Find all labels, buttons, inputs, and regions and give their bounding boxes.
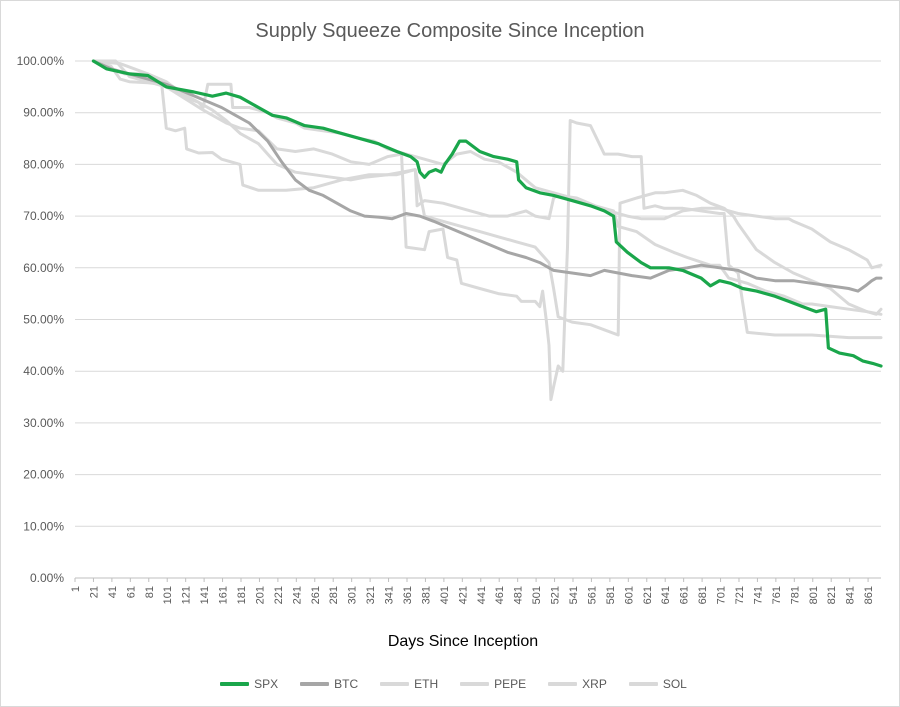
x-tick-label: 741 <box>752 586 764 604</box>
y-tick-label: 80.00% <box>23 157 64 171</box>
legend-item-btc: BTC <box>300 677 358 691</box>
x-tick-label: 61 <box>125 586 137 598</box>
x-tick-label: 161 <box>218 586 230 604</box>
x-tick-label: 801 <box>808 586 820 604</box>
x-tick-label: 41 <box>107 586 119 598</box>
legend-swatch <box>460 682 490 686</box>
x-tick-label: 121 <box>181 586 193 604</box>
legend: SPX BTC ETH PEPE XRP SOL <box>1 677 900 691</box>
x-tick-label: 21 <box>88 586 100 598</box>
legend-item-eth: ETH <box>380 677 438 691</box>
legend-label: SOL <box>662 677 687 691</box>
series-line-btc <box>91 59 883 293</box>
x-tick-label: 261 <box>310 586 322 604</box>
x-tick-label: 341 <box>384 586 396 604</box>
series-line-spx <box>91 59 883 368</box>
legend-label: SPX <box>254 677 279 691</box>
x-tick-label: 401 <box>439 586 451 604</box>
x-tick-label: 361 <box>402 586 414 604</box>
x-tick-label: 781 <box>789 586 801 604</box>
legend-swatch <box>628 682 658 686</box>
y-tick-label: 90.00% <box>23 106 64 120</box>
y-tick-label: 30.00% <box>23 416 64 430</box>
x-tick-label: 321 <box>365 586 377 604</box>
y-tick-label: 70.00% <box>23 209 64 223</box>
legend-item-xrp: XRP <box>548 677 607 691</box>
x-tick-label: 461 <box>494 586 506 604</box>
x-tick-label: 821 <box>826 586 838 604</box>
x-tick-label: 101 <box>162 586 174 604</box>
x-tick-label: 181 <box>236 586 248 604</box>
x-tick-label: 701 <box>716 586 728 604</box>
y-tick-label: 0.00% <box>30 571 64 585</box>
x-tick-label: 721 <box>734 586 746 604</box>
x-tick-label: 281 <box>328 586 340 604</box>
x-tick-label: 441 <box>476 586 488 604</box>
x-tick-label: 241 <box>291 586 303 604</box>
legend-swatch <box>300 682 330 686</box>
x-tick-label: 1 <box>70 586 82 592</box>
x-tick-label: 501 <box>531 586 543 604</box>
x-tick-label: 381 <box>420 586 432 604</box>
x-tick-label: 601 <box>623 586 635 604</box>
x-tick-label: 581 <box>605 586 617 604</box>
legend-swatch <box>220 682 250 686</box>
x-tick-label: 761 <box>771 586 783 604</box>
x-tick-label: 141 <box>199 586 211 604</box>
series-line-sol <box>91 59 883 270</box>
y-tick-label: 40.00% <box>23 364 64 378</box>
x-tick-label: 201 <box>254 586 266 604</box>
x-tick-label: 641 <box>660 586 672 604</box>
y-tick-label: 20.00% <box>23 468 64 482</box>
legend-swatch <box>548 682 578 686</box>
x-tick-label: 521 <box>550 586 562 604</box>
x-tick-label: 841 <box>845 586 857 604</box>
y-tick-label: 100.00% <box>17 54 65 68</box>
y-tick-label: 10.00% <box>23 519 64 533</box>
series-line-eth <box>91 59 883 316</box>
x-tick-label: 661 <box>679 586 691 604</box>
y-tick-label: 60.00% <box>23 261 64 275</box>
series-line-pepe <box>91 59 883 337</box>
x-tick-label: 861 <box>863 586 875 604</box>
x-tick-label: 221 <box>273 586 285 604</box>
x-tick-label: 301 <box>347 586 359 604</box>
x-tick-label: 621 <box>642 586 654 604</box>
chart-title: Supply Squeeze Composite Since Inception <box>255 20 645 42</box>
legend-item-pepe: PEPE <box>460 677 526 691</box>
legend-label: XRP <box>582 677 607 691</box>
x-tick-label: 681 <box>697 586 709 604</box>
y-tick-label: 50.00% <box>23 313 64 327</box>
legend-label: BTC <box>334 677 359 691</box>
legend-label: ETH <box>414 677 439 691</box>
legend-item-spx: SPX <box>220 677 278 691</box>
x-tick-label: 541 <box>568 586 580 604</box>
x-tick-label: 561 <box>586 586 598 604</box>
series-line-xrp <box>91 59 883 402</box>
x-axis-title: Days Since Inception <box>387 633 539 650</box>
legend-swatch <box>380 682 410 686</box>
x-tick-label: 421 <box>457 586 469 604</box>
x-tick-label: 81 <box>144 586 156 598</box>
legend-item-sol: SOL <box>628 677 687 691</box>
legend-label: PEPE <box>494 677 527 691</box>
x-tick-label: 481 <box>513 586 525 604</box>
